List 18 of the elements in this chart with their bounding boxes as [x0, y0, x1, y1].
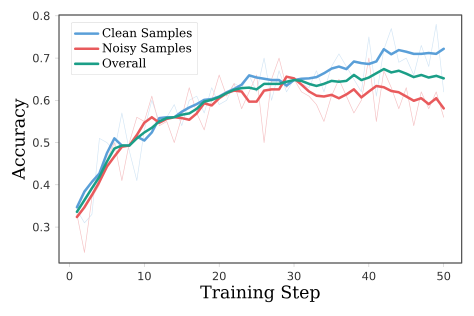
x-tick-label: 50 — [437, 272, 450, 280]
legend-label: Overall — [102, 58, 146, 68]
x-tick-label: 0 — [66, 272, 72, 280]
x-tick-label: 20 — [212, 272, 226, 280]
y-tick-label: 0.8 — [33, 12, 50, 20]
y-tick-label: 0.7 — [33, 54, 50, 62]
y-axis-title: Accuracy — [12, 98, 28, 180]
y-tick-label: 0.6 — [33, 96, 50, 105]
y-tick-label: 0.3 — [33, 222, 50, 232]
x-tick-label: 30 — [288, 272, 300, 280]
x-tick-label: 40 — [362, 272, 376, 280]
legend-label: Clean Samples — [102, 28, 192, 40]
line-series — [76, 58, 444, 253]
x-axis-title: Training Step — [200, 285, 320, 302]
x-tick-label: 10 — [138, 272, 151, 280]
legend-label: Noisy Samples — [102, 43, 192, 55]
y-tick-label: 0.4 — [33, 180, 50, 190]
y-tick-label: 0.5 — [33, 138, 50, 147]
